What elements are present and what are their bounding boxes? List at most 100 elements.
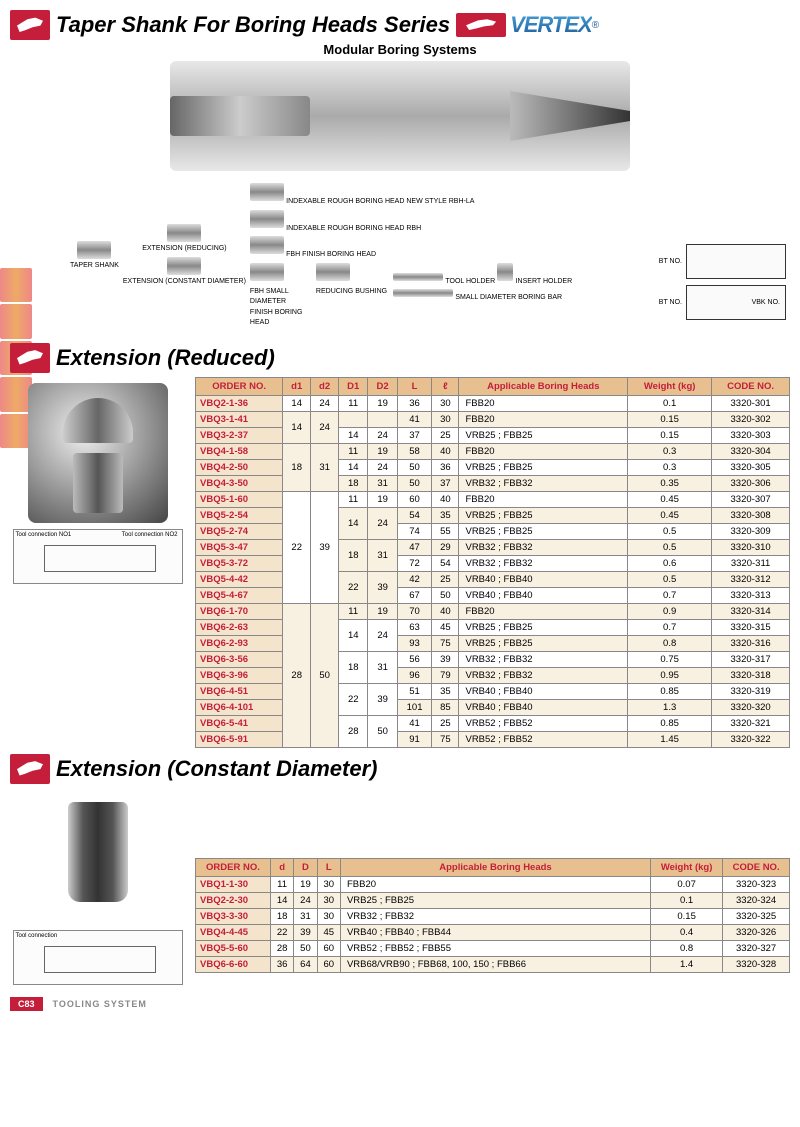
table-cell: 24 (311, 395, 339, 411)
table-cell: VBQ4-3-50 (196, 475, 283, 491)
table-row: VBQ5-1-60223911196040FBB200.453320-307 (196, 491, 790, 507)
table-header: ℓ (432, 377, 459, 395)
page-header: Taper Shank For Boring Heads Series VERT… (10, 10, 790, 40)
table-cell: 60 (317, 956, 340, 972)
table-cell: 35 (432, 683, 459, 699)
table-cell: 3320-326 (723, 924, 790, 940)
table-cell: FBB20 (459, 411, 628, 427)
table-cell: 19 (368, 443, 397, 459)
table-cell: VRB40 ; FBB40 (459, 699, 628, 715)
table-cell: 39 (311, 491, 339, 603)
extension-reduced-schematic: Tool connection NO1 Tool connection NO2 (13, 529, 183, 584)
table-cell: 55 (432, 523, 459, 539)
table-cell: 0.9 (628, 603, 712, 619)
dia-idx-rough-new: INDEXABLE ROUGH BORING HEAD NEW STYLE RB… (286, 198, 474, 205)
table-cell: 24 (294, 892, 317, 908)
table-cell: 63 (397, 619, 432, 635)
eagle-logo-icon (10, 10, 50, 40)
table-cell: 0.6 (628, 555, 712, 571)
table-cell: 3320-301 (712, 395, 790, 411)
table-cell: 39 (294, 924, 317, 940)
table-cell: 3320-304 (712, 443, 790, 459)
table-cell: 25 (432, 571, 459, 587)
table-cell: 37 (432, 475, 459, 491)
table-cell: 18 (270, 908, 293, 924)
table-cell: 0.5 (628, 539, 712, 555)
table-cell (368, 411, 397, 427)
table-cell: 3320-325 (723, 908, 790, 924)
eagle-logo-icon (10, 754, 50, 784)
table-cell: 3320-328 (723, 956, 790, 972)
table-row: VBQ3-1-4114244130FBB200.153320-302 (196, 411, 790, 427)
table-cell: 3320-323 (723, 876, 790, 892)
table-cell: 31 (368, 651, 397, 683)
table-cell: 30 (317, 908, 340, 924)
table-cell: FBB20 (459, 603, 628, 619)
table-cell: VRB40 ; FBB40 (459, 571, 628, 587)
table-cell: 14 (283, 395, 311, 411)
table-cell: 11 (270, 876, 293, 892)
table-cell: 3320-322 (712, 731, 790, 747)
tech-vbk-label: VBK NO. (752, 299, 780, 306)
section1-title: Extension (Reduced) (56, 345, 275, 371)
table-cell: VRB68/VRB90 ; FBB68, 100, 150 ; FBB66 (340, 956, 650, 972)
table-cell: 91 (397, 731, 432, 747)
table-cell: 96 (397, 667, 432, 683)
table-cell: 35 (432, 507, 459, 523)
table-cell: VRB32 ; FBB32 (459, 651, 628, 667)
table-cell: VRB52 ; FBB52 (459, 715, 628, 731)
table-cell: VBQ3-2-37 (196, 427, 283, 443)
table-cell: VBQ5-5-60 (196, 940, 271, 956)
table-cell: 0.45 (628, 491, 712, 507)
table-cell: 56 (397, 651, 432, 667)
table-cell: 50 (397, 475, 432, 491)
table-cell: 3320-303 (712, 427, 790, 443)
table-cell: VBQ4-2-50 (196, 459, 283, 475)
table-cell: 1.3 (628, 699, 712, 715)
table-cell: 45 (317, 924, 340, 940)
table-cell: VBQ5-4-42 (196, 571, 283, 587)
table-cell: 3320-306 (712, 475, 790, 491)
table-cell: VRB52 ; FBB52 ; FBB55 (340, 940, 650, 956)
table-cell: VRB32 ; FBB32 (459, 475, 628, 491)
schematic-conn1-label: Tool connection NO1 (16, 532, 72, 538)
table-cell: 18 (339, 651, 368, 683)
table-header: D2 (368, 377, 397, 395)
table-cell: 19 (294, 876, 317, 892)
table-cell: 50 (397, 459, 432, 475)
table-cell: 18 (339, 475, 368, 491)
table-cell: 45 (432, 619, 459, 635)
page-number: C83 (10, 997, 43, 1011)
page-footer: C83 TOOLING SYSTEM (10, 997, 790, 1011)
tech-bt-label-2: BT NO. (659, 299, 682, 306)
table-cell: 22 (283, 491, 311, 603)
table-cell: VBQ6-4-51 (196, 683, 283, 699)
table-cell: 37 (397, 427, 432, 443)
table-cell: 25 (432, 715, 459, 731)
table-cell: 24 (311, 411, 339, 443)
table-cell: 30 (432, 395, 459, 411)
table-cell: 67 (397, 587, 432, 603)
table-cell: 31 (311, 443, 339, 491)
table-cell: 72 (397, 555, 432, 571)
table-cell: VRB25 ; FBB25 (459, 635, 628, 651)
table-cell: 0.5 (628, 571, 712, 587)
eagle-logo-icon (10, 343, 50, 373)
table-cell: VRB32 ; FBB32 (340, 908, 650, 924)
table-cell: 28 (270, 940, 293, 956)
table-cell: 31 (368, 475, 397, 491)
table-cell: 3320-315 (712, 619, 790, 635)
table-cell: 36 (432, 459, 459, 475)
table-extension-reduced: ORDER NO.d1d2D1D2LℓApplicable Boring Hea… (195, 377, 790, 748)
table-cell: 3320-320 (712, 699, 790, 715)
table-cell: 14 (270, 892, 293, 908)
table-cell: 60 (317, 940, 340, 956)
table-cell: VBQ6-4-101 (196, 699, 283, 715)
table-cell: 3320-305 (712, 459, 790, 475)
table-cell: 36 (397, 395, 432, 411)
table-cell: 0.85 (628, 683, 712, 699)
table-cell: 50 (294, 940, 317, 956)
table-cell: 41 (397, 411, 432, 427)
table-cell: 60 (397, 491, 432, 507)
table-row: VBQ4-1-58183111195840FBB200.33320-304 (196, 443, 790, 459)
